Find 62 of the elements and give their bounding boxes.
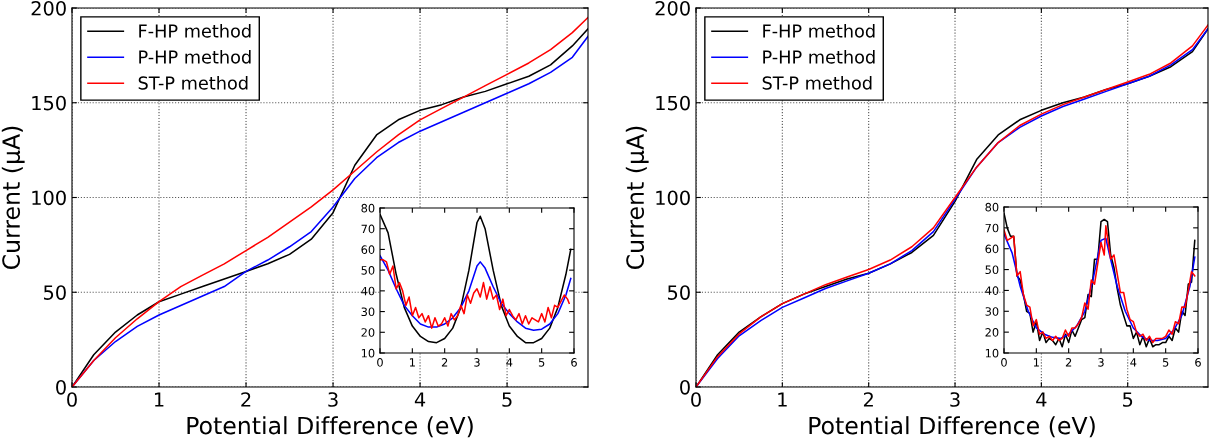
- y-tick-label: 200: [31, 0, 66, 16]
- y-tick-label: 50: [44, 285, 66, 300]
- x-axis-title: Potential Difference (eV): [187, 416, 473, 438]
- legend-label: ST-P method: [138, 75, 248, 90]
- y-axis-title: Current (μA): [625, 126, 649, 270]
- x-tick-label: 5: [538, 358, 545, 367]
- x-tick-label: 1: [1033, 358, 1039, 367]
- y-tick-label: 200: [655, 0, 690, 16]
- x-tick-label: 0: [67, 392, 77, 407]
- x-tick-label: 2: [241, 392, 251, 407]
- legend-label: P-HP method: [763, 49, 875, 64]
- x-tick-label: 0: [1001, 358, 1007, 367]
- x-tick-label: 3: [474, 358, 480, 367]
- x-tick-label: 1: [409, 358, 415, 367]
- y-tick-label: 50: [361, 266, 375, 275]
- y-tick-label: 80: [361, 203, 375, 213]
- x-tick-label: 6: [571, 358, 577, 367]
- x-tick-label: 2: [441, 358, 448, 367]
- x-tick-label: 6: [1195, 358, 1201, 367]
- legend-label: ST-P method: [762, 75, 872, 90]
- x-tick-label: 4: [1036, 392, 1047, 407]
- y-tick-label: 30: [361, 307, 375, 317]
- y-tick-label: 40: [361, 286, 375, 296]
- y-tick-label: 100: [32, 190, 66, 206]
- y-tick-label: 0: [56, 379, 66, 395]
- x-tick-label: 4: [506, 358, 513, 367]
- x-tick-label: 3: [1098, 358, 1104, 367]
- x-tick-label: 0: [691, 392, 701, 407]
- x-tick-label: 5: [502, 392, 512, 407]
- y-tick-label: 20: [985, 328, 999, 337]
- y-tick-label: 50: [985, 265, 999, 275]
- y-tick-label: 0: [680, 379, 690, 395]
- x-tick-label: 5: [1162, 358, 1169, 367]
- x-tick-label: 2: [1065, 358, 1072, 367]
- x-tick-label: 4: [414, 392, 426, 407]
- y-tick-label: 70: [361, 224, 375, 234]
- x-tick-label: 3: [328, 392, 338, 407]
- x-tick-label: 1: [154, 392, 164, 407]
- y-tick-label: 70: [985, 223, 999, 233]
- x-tick-label: 0: [377, 358, 383, 367]
- y-tick-label: 60: [985, 244, 999, 254]
- legend-label: P-HP method: [139, 49, 251, 64]
- y-tick-label: 10: [361, 348, 375, 358]
- y-tick-label: 60: [361, 245, 375, 254]
- y-tick-label: 150: [656, 95, 690, 111]
- legend-label: F-HP method: [139, 23, 251, 38]
- y-axis-title: Current (μA): [1, 126, 25, 270]
- y-tick-label: 100: [656, 190, 690, 206]
- y-tick-label: 20: [361, 328, 375, 337]
- legend-label: F-HP method: [763, 23, 875, 38]
- x-tick-label: 2: [863, 392, 873, 407]
- x-tick-label: 5: [1123, 392, 1133, 407]
- y-tick-label: 50: [668, 285, 690, 300]
- y-tick-label: 10: [985, 348, 999, 358]
- y-tick-label: 150: [32, 95, 66, 111]
- x-tick-label: 1: [778, 392, 787, 407]
- x-axis-title: Potential Difference (eV): [809, 416, 1095, 438]
- y-tick-label: 30: [985, 307, 999, 316]
- x-tick-label: 3: [950, 392, 960, 407]
- y-tick-label: 40: [985, 286, 999, 295]
- y-tick-label: 80: [985, 202, 999, 212]
- x-tick-label: 4: [1130, 358, 1137, 367]
